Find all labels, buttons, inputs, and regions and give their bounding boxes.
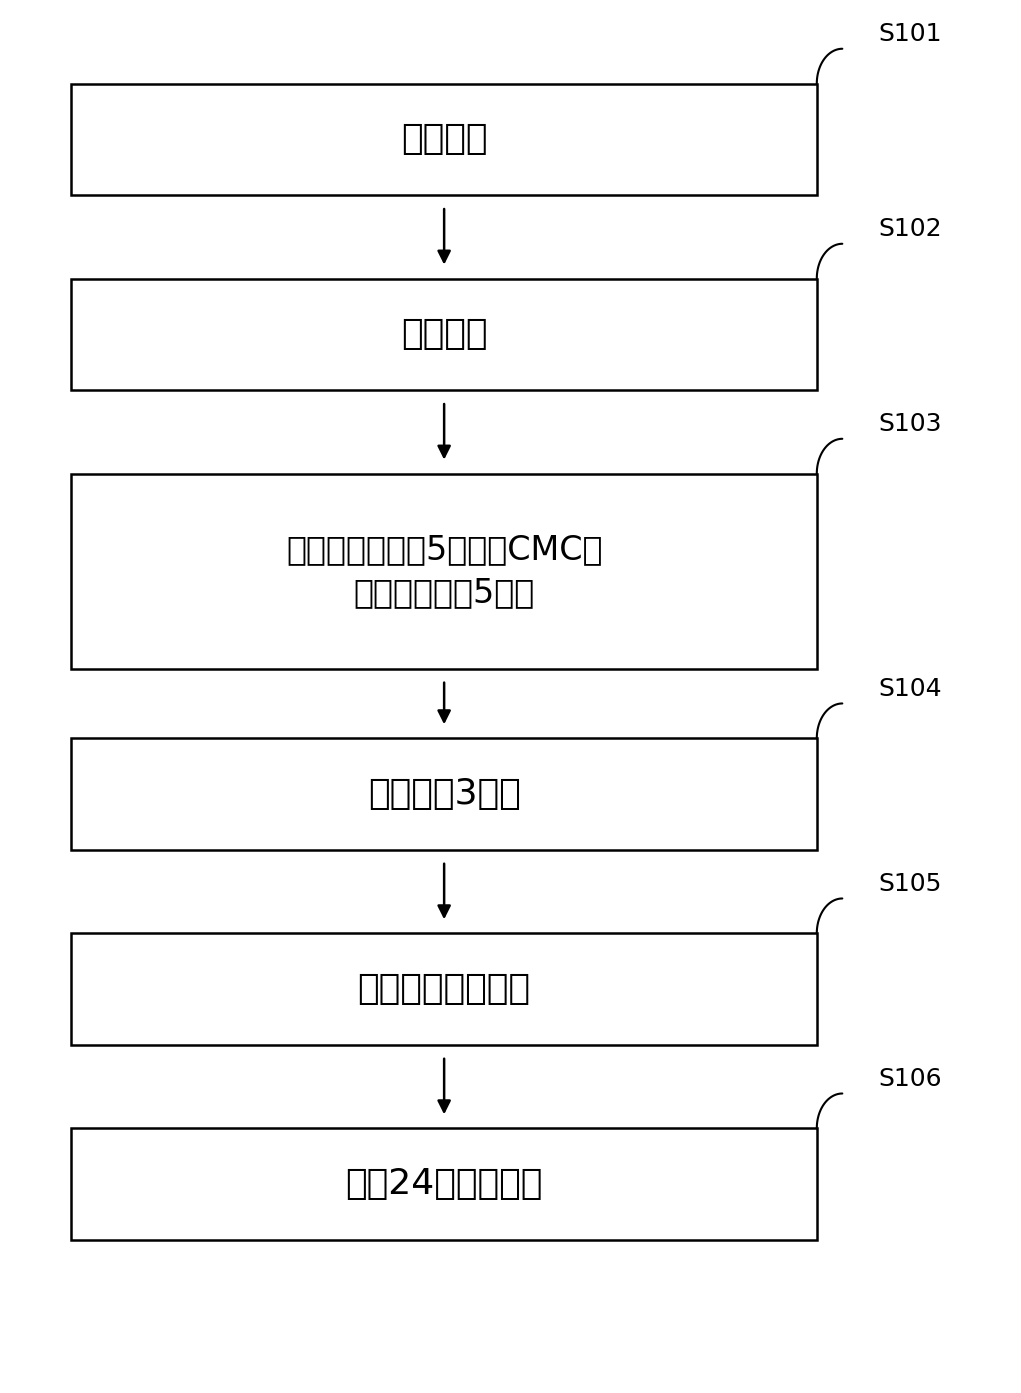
Bar [71, 933, 817, 1045]
Text: 泥浆性能指标测定: 泥浆性能指标测定 [357, 972, 531, 1006]
Text: 混合搅拌3分钟: 混合搅拌3分钟 [368, 777, 521, 811]
Text: S102: S102 [878, 217, 941, 241]
Text: S104: S104 [878, 677, 941, 701]
Text: S103: S103 [878, 412, 941, 436]
Bar [71, 84, 817, 195]
Text: 膨润土加水冲拌5分钟，CMC和
纯碱加水搅拌5分钟: 膨润土加水冲拌5分钟，CMC和 纯碱加水搅拌5分钟 [286, 534, 602, 609]
Text: S106: S106 [878, 1067, 941, 1091]
Text: 称料投量: 称料投量 [401, 318, 487, 351]
Text: S105: S105 [878, 872, 941, 896]
Text: S101: S101 [878, 22, 941, 46]
Text: 原料试验: 原料试验 [401, 123, 487, 156]
Bar [71, 279, 817, 390]
Bar [71, 474, 817, 669]
Bar [71, 738, 817, 850]
Bar [71, 1128, 817, 1240]
Text: 溶胀24小时后备用: 溶胀24小时后备用 [345, 1167, 543, 1201]
